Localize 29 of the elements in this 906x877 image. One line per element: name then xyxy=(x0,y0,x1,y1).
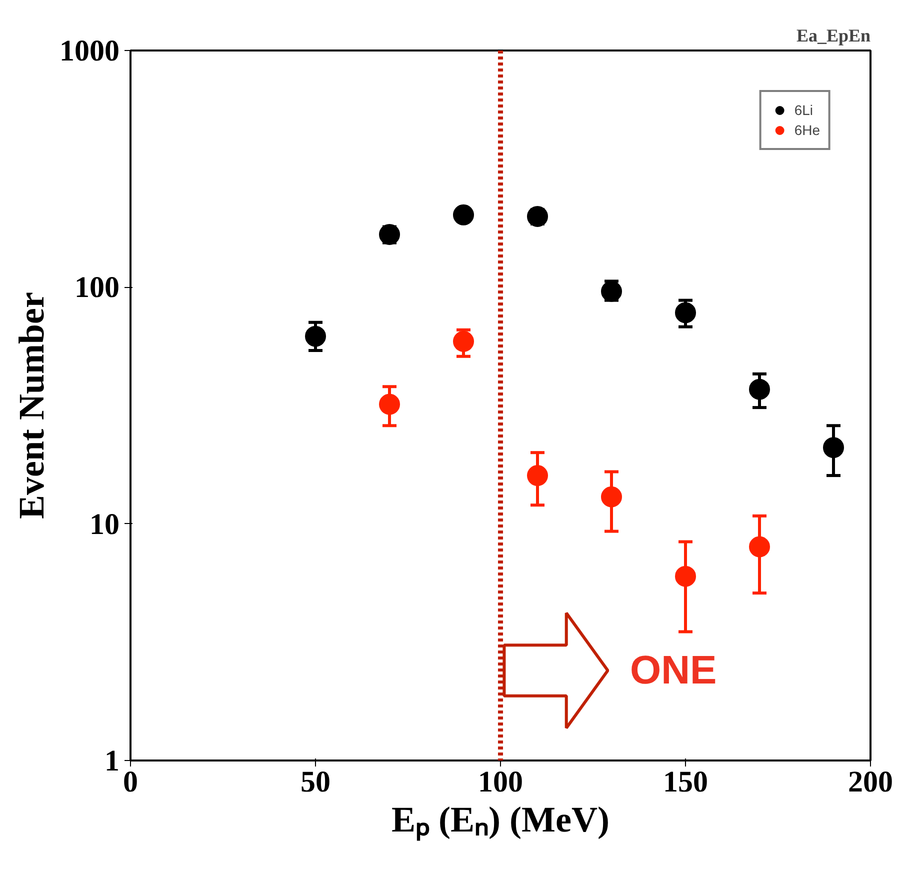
y-tick-label: 10 xyxy=(90,508,120,541)
point xyxy=(601,486,622,508)
x-tick-label: 50 xyxy=(300,766,330,798)
point xyxy=(379,394,400,415)
legend-label: 6Li xyxy=(794,102,814,118)
x-tick-label: 0 xyxy=(123,766,138,798)
y-tick-label: 100 xyxy=(74,271,120,304)
point xyxy=(453,204,474,226)
annotation: ONE xyxy=(630,648,717,693)
x-tick-label: 200 xyxy=(848,766,893,798)
chart-title: Ea_EpEn xyxy=(796,26,871,46)
point xyxy=(379,224,400,245)
point xyxy=(749,378,770,400)
y-tick-label: 1000 xyxy=(60,34,120,68)
point xyxy=(453,330,474,352)
point xyxy=(527,465,548,486)
legend-label: 6He xyxy=(794,122,820,138)
point xyxy=(749,536,770,558)
x-tick-label: 150 xyxy=(663,766,708,798)
y-axis-title: Event Number xyxy=(12,292,52,519)
point xyxy=(823,437,844,458)
x-tick-label: 100 xyxy=(478,766,523,798)
point xyxy=(527,206,548,227)
point xyxy=(601,280,622,302)
point xyxy=(305,326,326,347)
point xyxy=(675,566,696,587)
point xyxy=(675,302,696,324)
x-axis-title: Eₚ (Eₙ) (MeV) xyxy=(392,800,610,842)
y-tick-label: 1 xyxy=(104,744,120,778)
